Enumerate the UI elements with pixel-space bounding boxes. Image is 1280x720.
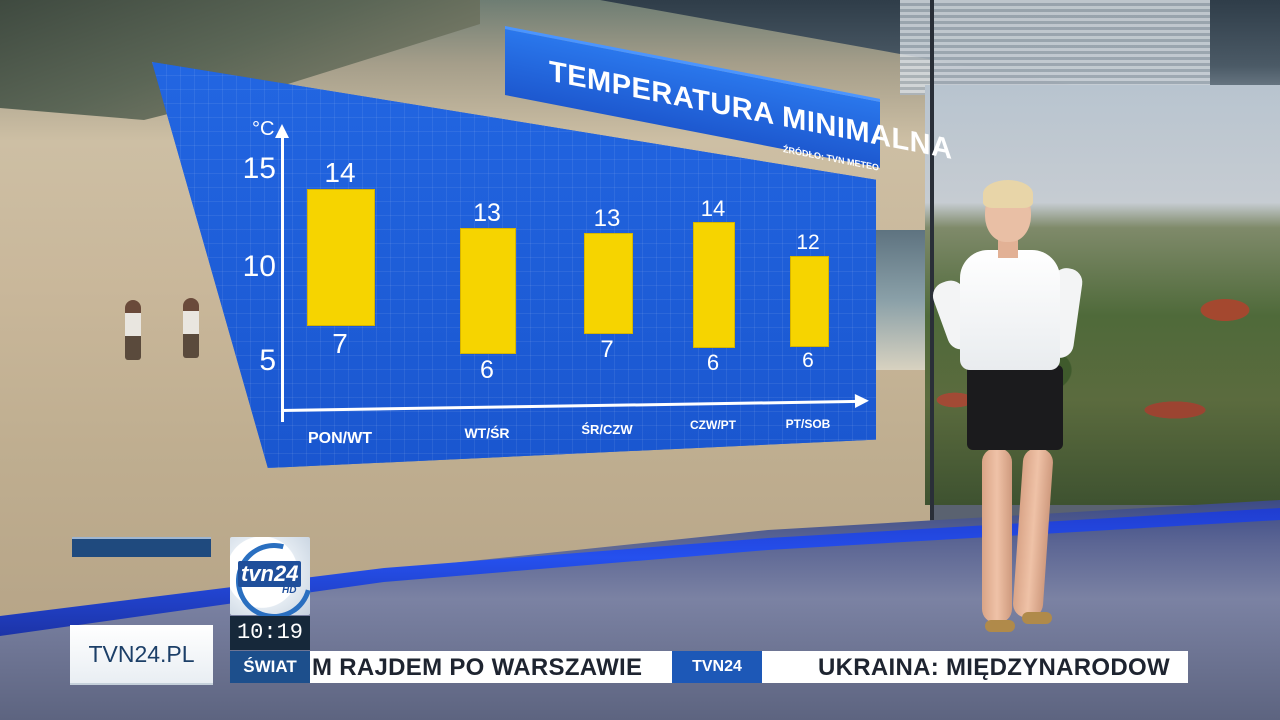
ticker-headline: UKRAINA: MIĘDZYNARODOW bbox=[818, 654, 1170, 681]
temperature-bar bbox=[583, 233, 633, 334]
bar-value-max: 14 bbox=[700, 195, 726, 221]
beach-person bbox=[183, 298, 199, 358]
y-tick-label: 15 bbox=[242, 152, 276, 185]
y-tick-label: 5 bbox=[259, 344, 276, 377]
on-air-clock: 10:19 bbox=[230, 616, 310, 650]
x-tick-label: CZW/PT bbox=[690, 418, 736, 432]
presenter-neck bbox=[998, 238, 1018, 258]
bar-value-min: 6 bbox=[480, 356, 494, 385]
ticker-headline: M RAJDEM PO WARSZAWIE bbox=[312, 654, 643, 681]
x-tick-label: WT/ŚR bbox=[464, 425, 510, 441]
temperature-bar bbox=[789, 256, 829, 348]
presenter-hair bbox=[983, 180, 1033, 208]
x-tick-label: ŚR/CZW bbox=[581, 422, 633, 437]
bar-value-max: 13 bbox=[473, 198, 501, 227]
lower-third-accent-bar bbox=[72, 537, 211, 557]
presenter-leg bbox=[1012, 447, 1054, 619]
bar-value-min: 6 bbox=[706, 350, 720, 376]
presenter-shorts bbox=[967, 365, 1063, 450]
bar-value-max: 13 bbox=[593, 205, 621, 232]
background-sea bbox=[870, 230, 930, 370]
logo-text: tvn24 bbox=[238, 561, 302, 587]
x-tick-label: PON/WT bbox=[308, 430, 372, 447]
logo-hd-badge: HD bbox=[282, 585, 297, 596]
video-wall-seam bbox=[930, 0, 934, 520]
temperature-bar bbox=[307, 189, 375, 327]
studio-window-blinds bbox=[900, 0, 1210, 95]
x-tick-label: PT/SOB bbox=[785, 417, 831, 431]
y-axis-unit: °C bbox=[252, 118, 275, 140]
presenter-shirt bbox=[960, 250, 1060, 370]
y-axis bbox=[275, 124, 289, 422]
presenter-shoe bbox=[985, 620, 1015, 632]
bar-value-max: 14 bbox=[324, 157, 356, 189]
beach-person bbox=[125, 300, 141, 360]
news-ticker: M RAJDEM PO WARSZAWIE TVN24 UKRAINA: MIĘ… bbox=[310, 651, 1188, 683]
temperature-bar bbox=[460, 227, 516, 355]
temperature-bar bbox=[693, 221, 735, 349]
bar-value-min: 7 bbox=[332, 328, 348, 360]
bar-value-max: 12 bbox=[796, 231, 820, 255]
bar-value-min: 7 bbox=[600, 336, 614, 363]
presenter-shoe bbox=[1022, 612, 1052, 624]
bar-value-min: 6 bbox=[802, 349, 814, 373]
channel-logo: tvn24 HD bbox=[222, 529, 326, 633]
y-tick-label: 10 bbox=[242, 250, 276, 283]
ticker-separator-logo: TVN24 bbox=[672, 651, 762, 683]
presenter bbox=[928, 180, 1100, 650]
section-label: ŚWIAT bbox=[230, 651, 310, 683]
website-label: TVN24.PL bbox=[70, 625, 213, 685]
presenter-leg bbox=[982, 448, 1012, 623]
